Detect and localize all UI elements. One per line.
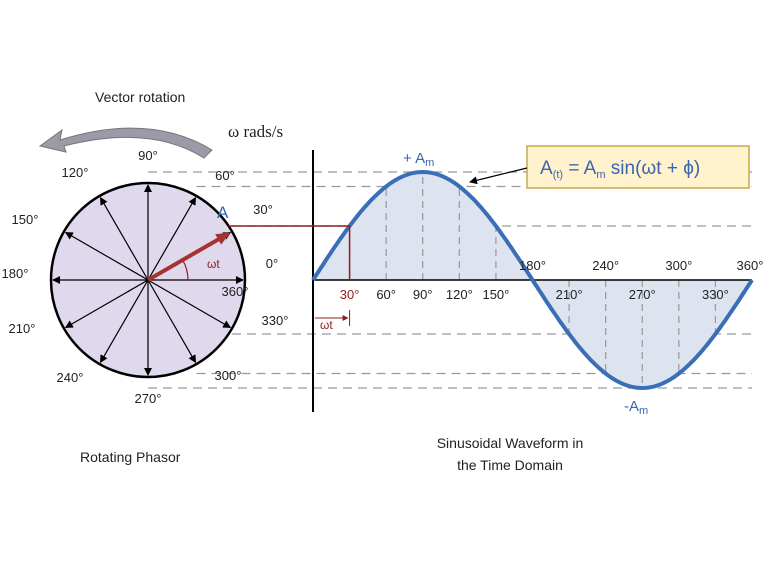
degree-label: 150° <box>12 212 39 227</box>
caption-left: Rotating Phasor <box>80 449 181 465</box>
degree-label: 30° <box>253 202 273 217</box>
title: Vector rotation <box>95 89 185 105</box>
degree-label: 90° <box>138 148 158 163</box>
axis-label: 300° <box>665 258 692 273</box>
radial-arrow <box>99 279 149 364</box>
radial-arrow <box>64 279 149 329</box>
degree-label: 210° <box>9 321 36 336</box>
axis-label: 330° <box>702 287 729 302</box>
axis-label: 360° <box>737 258 764 273</box>
degree-label: 330° <box>262 313 289 328</box>
phasor-label: A <box>217 203 229 222</box>
axis-label: 30° <box>340 287 360 302</box>
angle-label: ωt <box>207 257 220 271</box>
degree-label: 300° <box>215 368 242 383</box>
formula: A(t) = Am sin(ωt + ϕ) <box>540 158 700 181</box>
time-label: ωt <box>320 318 333 332</box>
axis-label: 180° <box>519 258 546 273</box>
radial-arrow <box>99 196 149 281</box>
axis-label: 210° <box>556 287 583 302</box>
degree-label: 360° <box>222 284 249 299</box>
formula-box <box>526 145 750 189</box>
axis-label: 60° <box>376 287 396 302</box>
degree-label: 240° <box>57 370 84 385</box>
degree-label: 270° <box>135 391 162 406</box>
radial-arrow <box>64 231 149 281</box>
wave <box>311 169 754 391</box>
axis-label: 270° <box>629 287 656 302</box>
axis-label: 240° <box>592 258 619 273</box>
angular-speed: ω rads/s <box>228 122 283 141</box>
projection <box>228 225 351 280</box>
axis-label: 90° <box>413 287 433 302</box>
caption-right: the Time Domain <box>457 457 563 473</box>
radial-arrow <box>147 279 232 329</box>
axis-label: 120° <box>446 287 473 302</box>
radial-arrow <box>147 196 197 281</box>
degree-label: 0° <box>266 256 278 271</box>
degree-label: 60° <box>215 168 235 183</box>
phasor <box>146 231 231 282</box>
rotation-arrow <box>38 127 213 159</box>
caption-right: Sinusoidal Waveform in <box>437 435 584 451</box>
trough-label: -Am <box>624 398 648 417</box>
peak-label: + Am <box>403 150 434 169</box>
degree-label: 120° <box>62 165 89 180</box>
axis-label: 150° <box>482 287 509 302</box>
degree-label: 180° <box>2 266 29 281</box>
radial-arrow <box>147 279 197 364</box>
formula-pointer <box>469 167 528 185</box>
